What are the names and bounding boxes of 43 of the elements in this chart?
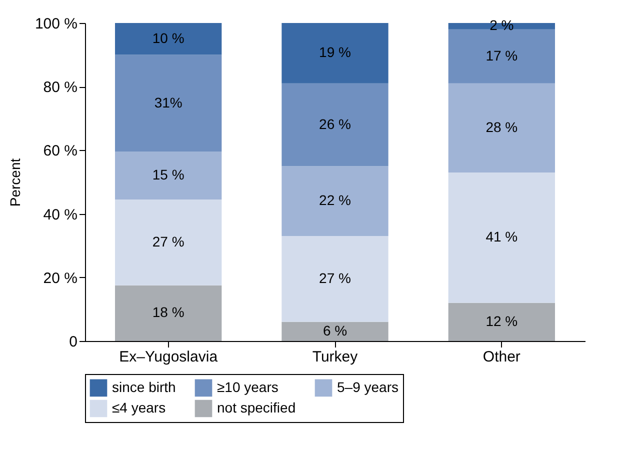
data-label: 12 % [486,312,518,329]
data-label: 26 % [319,116,351,132]
legend-label: not specified [217,400,296,416]
bar [282,236,388,322]
data-label: 22 % [319,192,351,208]
bar [282,322,388,341]
y-tick-label: 100 % [34,16,78,32]
bar [282,166,388,236]
bar [282,83,388,166]
data-label: 41 % [486,228,518,245]
data-label: 31% [154,94,182,110]
y-tick-label: 80 % [43,79,78,96]
x-tick-label: Turkey [312,348,358,366]
y-axis-title: Percent [6,158,23,207]
bar [115,199,222,286]
y-tick-label: 20 % [43,270,78,287]
y-tick-label: 40 % [43,206,78,224]
bar [115,23,222,55]
data-label: 10 % [152,30,184,46]
bar [448,302,555,341]
data-label: 6 % [322,322,348,338]
bar [282,23,388,84]
bar [448,29,555,84]
x-tick-label: Other [482,348,520,366]
bar [115,152,222,200]
data-label: 28 % [486,118,518,135]
legend-label: ≤4 years [112,400,166,416]
data-label: 15 % [152,166,184,183]
x-tick-label: Ex–Yugoslavia [119,348,218,366]
data-label: 27 % [152,233,184,250]
legend-label: ≥10 years [217,378,278,395]
y-tick-label: 60 % [43,142,78,160]
y-tick-label: 0 [69,334,78,350]
bar [115,285,222,341]
legend-label: since birth [112,378,176,395]
data-label: 27 % [319,270,351,286]
bar [448,172,555,303]
data-label: 17 % [486,47,518,64]
data-label: 19 % [319,44,351,60]
bar [115,54,222,152]
bar [448,83,555,172]
legend-label: 5–9 years [337,378,398,395]
data-label: 18 % [152,304,184,320]
